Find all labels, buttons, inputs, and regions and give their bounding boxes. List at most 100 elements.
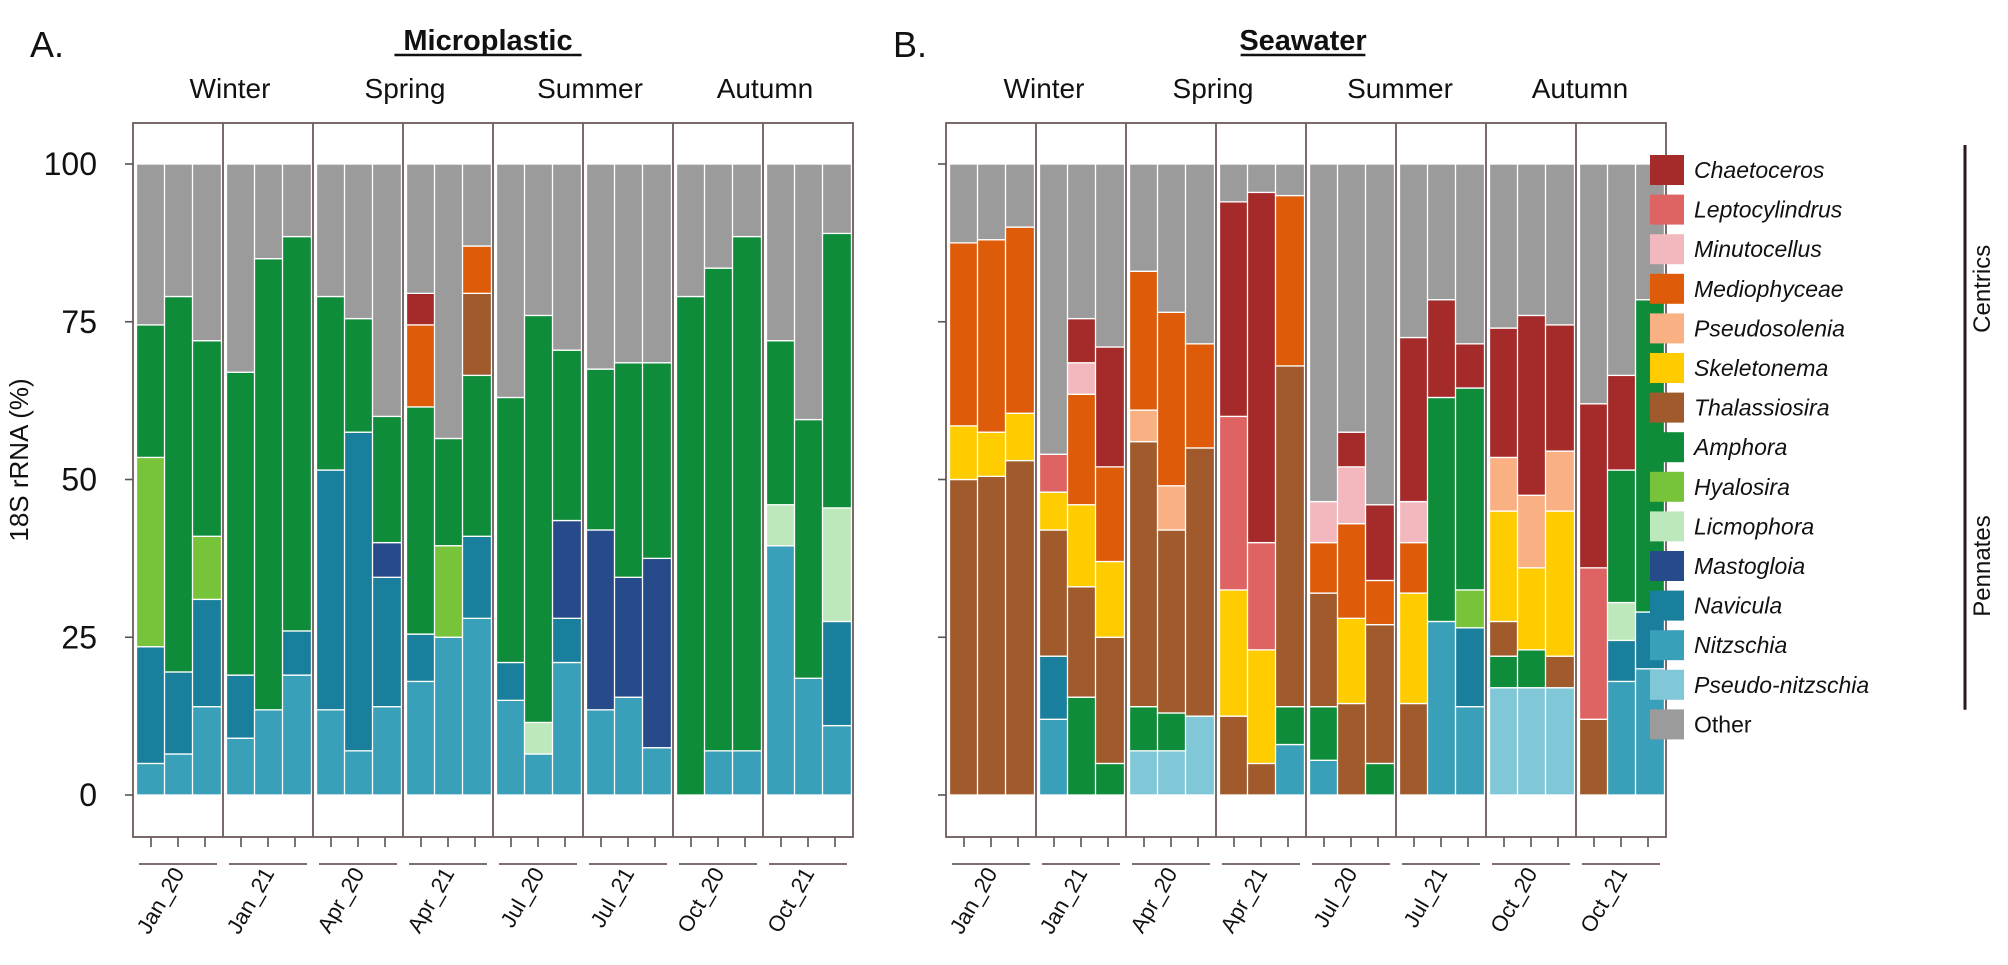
bar-segment-amphora (641, 362, 673, 560)
bar-segment-amphora (225, 371, 257, 676)
bar-segment-nitzschia (343, 750, 375, 796)
bar-segment-leptocylindrus (1218, 415, 1250, 591)
bar-segment-nitzschia (371, 706, 403, 796)
bar-segment-other (315, 163, 347, 298)
legend-label: Mastogloia (1694, 553, 1805, 579)
bar-segment-amphora (1308, 706, 1340, 761)
bar-segment-amphora (1156, 712, 1188, 752)
bar-segment-amphora (821, 232, 853, 509)
bar-segment-navicula (495, 661, 527, 701)
bar-segment-other (613, 163, 645, 364)
bar-segment-skeletonema (1094, 560, 1126, 638)
bar-segment-nitzschia (1308, 759, 1340, 796)
legend-swatch-pseudo-nitzschia (1650, 669, 1684, 700)
bar-segment-amphora (793, 418, 825, 679)
bar-segment-mediophyceae (1184, 343, 1216, 449)
legend-label: Navicula (1694, 593, 1782, 619)
bar-segment-other (1364, 163, 1396, 506)
legend-swatch-other (1650, 709, 1684, 740)
bar-segment-nitzschia (613, 696, 645, 796)
bar-segment-mediophyceae (1066, 393, 1098, 506)
bar-segment-mastogloia (371, 541, 403, 578)
legend-label: Other (1694, 711, 1752, 737)
bar-segment-other (163, 163, 195, 298)
bar-segment-amphora (135, 324, 167, 459)
bar-segment-pseudo-nitzschia (1156, 750, 1188, 796)
bar-segment-other (551, 163, 583, 351)
legend-label: Skeletonema (1694, 355, 1828, 381)
bar-segment-other (1336, 163, 1368, 433)
bar-segment-nitzschia (225, 737, 257, 796)
bar-segment-navicula (1038, 655, 1070, 720)
x-group-label: Jan_20 (132, 863, 190, 938)
bar-segment-nitzschia (405, 680, 437, 796)
x-group-label: Apr_21 (402, 863, 459, 937)
bar-segment-thalassiosira (1364, 623, 1396, 765)
bar-segment-other (1184, 163, 1216, 345)
bar-segment-mediophyceae (1336, 523, 1368, 619)
bar-segment-skeletonema (948, 425, 980, 481)
bar-segment-amphora (1426, 396, 1458, 623)
bar-segment-skeletonema (1488, 510, 1520, 623)
bar-segment-thalassiosira (948, 478, 980, 796)
bar-segment-other (585, 163, 617, 370)
legend-swatch-skeletonema (1650, 353, 1684, 383)
panel-letter: A. (30, 24, 64, 65)
panel-seawater: B. Seawater Winter Spring Summer Autumn Jan_20… (893, 24, 1667, 938)
x-group-label: Apr_20 (312, 863, 369, 937)
x-group-label: Oct_20 (1485, 863, 1542, 937)
legend-swatch-mediophyceae (1650, 273, 1684, 304)
bar-segment-amphora (613, 362, 645, 578)
y-tick-label: 25 (61, 619, 97, 655)
bar-segment-navicula (163, 671, 195, 755)
bar-segment-amphora (1066, 696, 1098, 796)
bar-segment-chaetoceros (1578, 403, 1610, 569)
season-label: Winter (190, 73, 271, 104)
panel-letter: B. (893, 24, 927, 65)
bar-segment-nitzschia (495, 699, 527, 796)
bar-segment-amphora (315, 295, 347, 471)
bar-segment-thalassiosira (1156, 529, 1188, 714)
bar-segment-hyalosira (135, 456, 167, 648)
bar-segment-pseudo-nitzschia (1544, 687, 1576, 796)
bar-segment-leptocylindrus (1246, 541, 1278, 651)
bar-segment-leptocylindrus (1038, 453, 1070, 493)
x-group-label: Jul_21 (585, 863, 639, 932)
bar-segment-skeletonema (1336, 617, 1368, 705)
bar-segment-pseudo-nitzschia (1184, 715, 1216, 796)
bar-segment-thalassiosira (1544, 655, 1576, 689)
bar-segment-thalassiosira (1066, 586, 1098, 698)
bar-segment-nitzschia (1274, 743, 1306, 796)
bar-segment-mastogloia (613, 576, 645, 698)
bar-segment-other (1544, 163, 1576, 326)
bar-segment-other (253, 163, 285, 260)
bar-segment-other (1156, 163, 1188, 313)
bar-segment-pseudo-nitzschia (1128, 750, 1160, 796)
x-group-label: Jul_20 (495, 863, 549, 932)
bar-segment-nitzschia (281, 674, 313, 796)
bar-segment-thalassiosira (1094, 636, 1126, 765)
bar-segment-other (191, 163, 223, 342)
bar-segment-amphora (1516, 649, 1548, 689)
bar-segment-other (675, 163, 707, 298)
bar-segment-chaetoceros (1516, 314, 1548, 496)
bar-segment-amphora (585, 368, 617, 531)
bar-segment-navicula (371, 576, 403, 708)
bar-segment-chaetoceros (1066, 317, 1098, 364)
legend-label: Licmophora (1694, 513, 1814, 539)
bar-segment-skeletonema (976, 431, 1008, 477)
bar-segment-chaetoceros (1544, 324, 1576, 452)
season-label: Spring (365, 73, 446, 104)
legend-label: Minutocellus (1694, 236, 1822, 262)
bar-segment-nitzschia (703, 750, 735, 796)
bar-segment-amphora (371, 415, 403, 544)
bar-segment-nitzschia (765, 545, 797, 796)
bar-segment-amphora (191, 340, 223, 537)
bar-segment-licmophora (523, 721, 555, 755)
bar-segment-thalassiosira (1004, 459, 1036, 796)
bar-segment-skeletonema (1218, 589, 1250, 717)
bar-segment-other (495, 163, 527, 399)
panel-microplastic: A. Microplastic Winter Spring Summer Autumn Ja… (30, 24, 854, 938)
bar-segment-skeletonema (1398, 592, 1430, 705)
bar-segment-nitzschia (821, 724, 853, 796)
